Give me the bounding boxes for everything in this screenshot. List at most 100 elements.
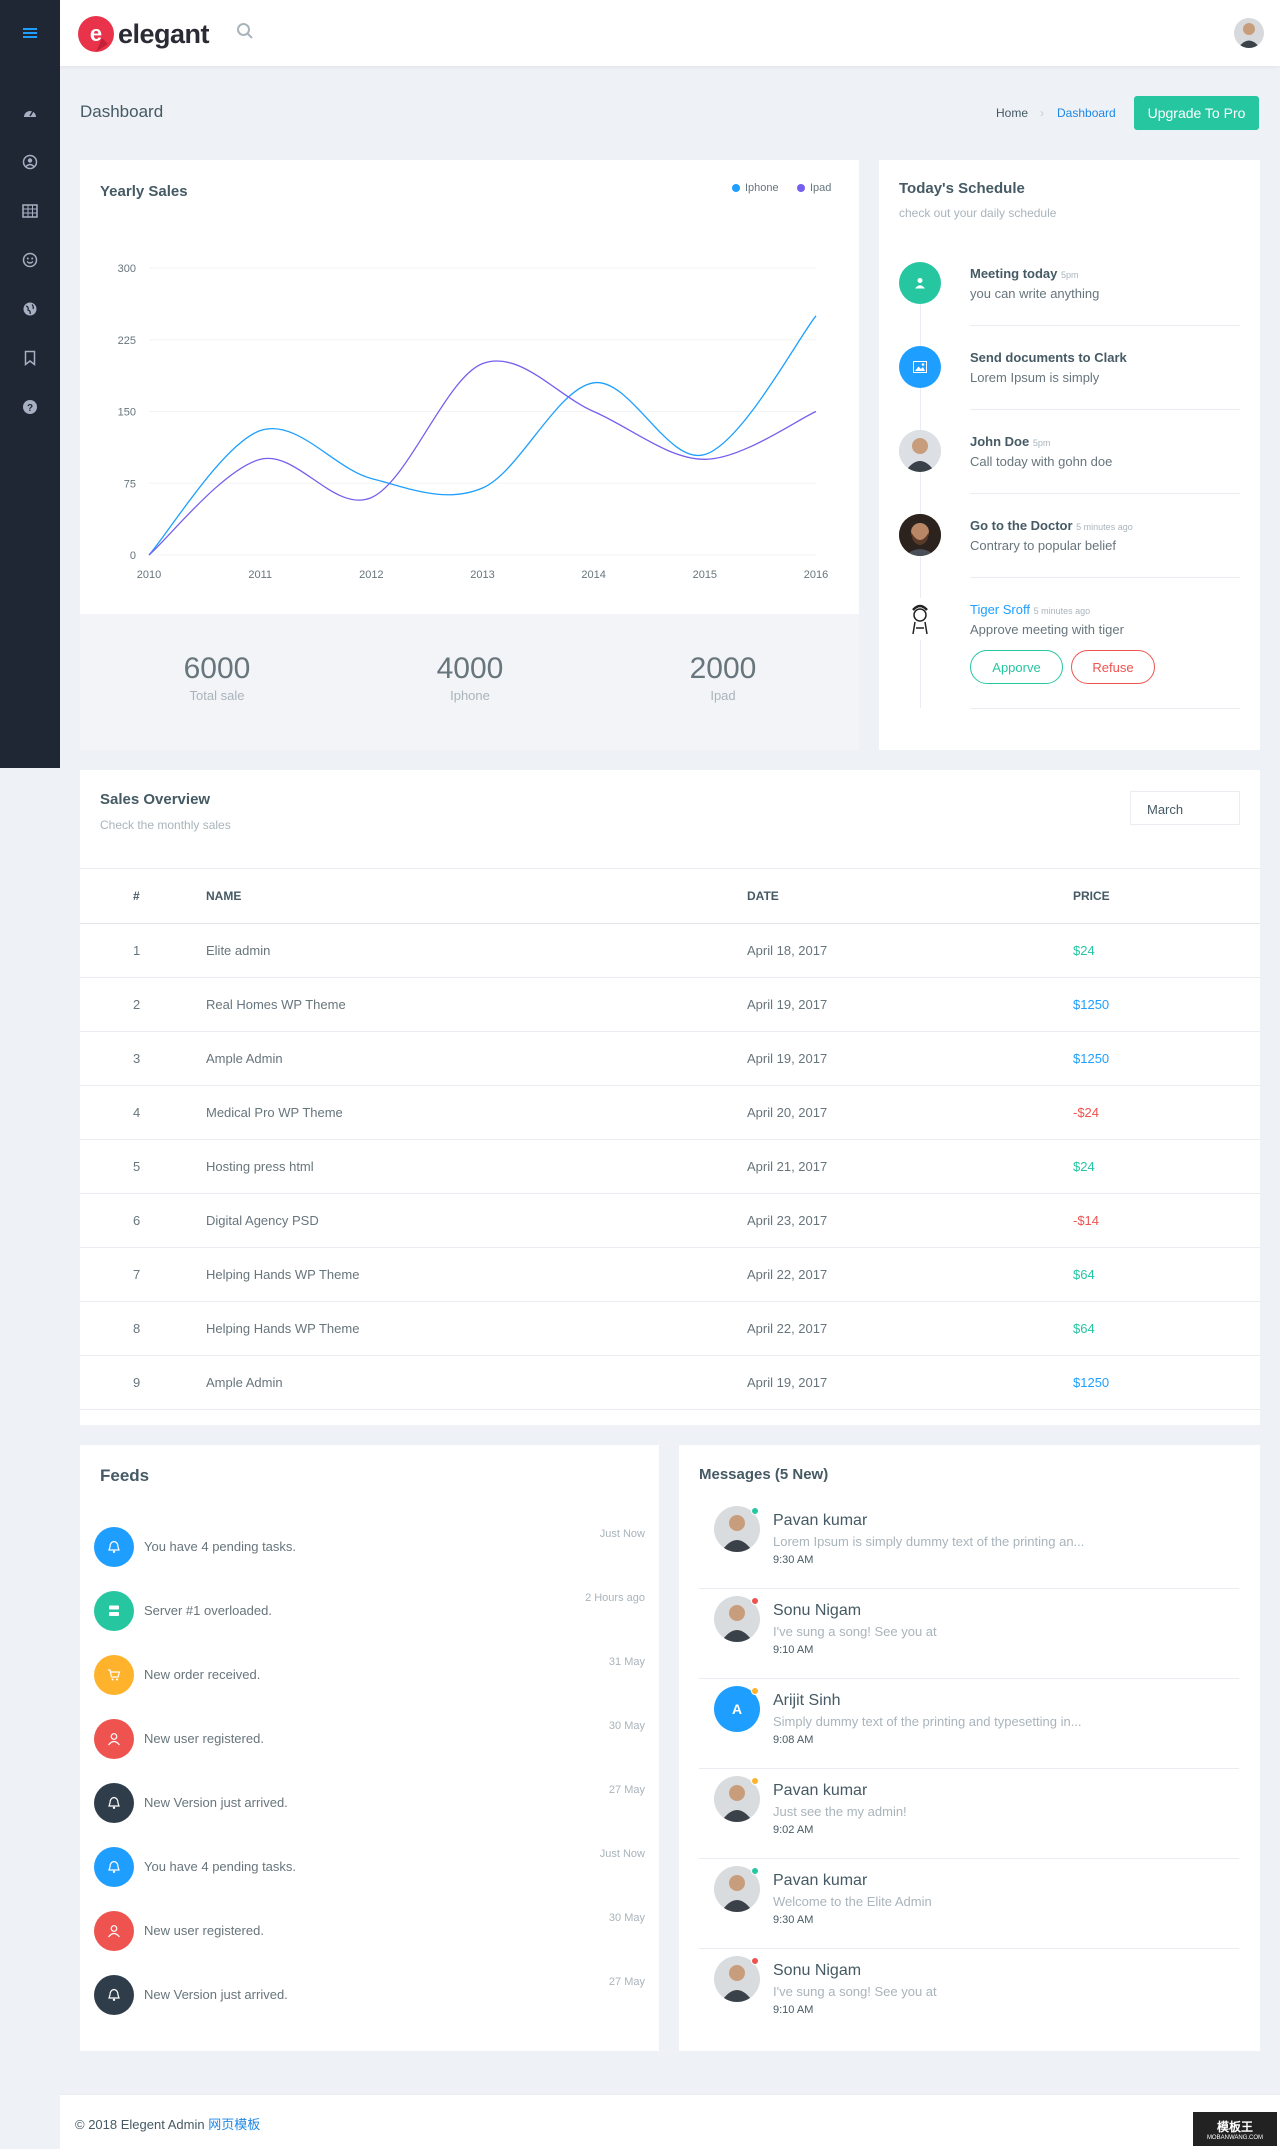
bookmark-icon <box>24 350 36 366</box>
sidebar-item-maps[interactable] <box>20 299 40 319</box>
schedule-name: John Doe <box>970 434 1030 449</box>
footer: © 2018 Elegent Admin 网页模板 <box>60 2094 1280 2149</box>
breadcrumb-separator: › <box>1040 106 1044 120</box>
row-name: Helping Hands WP Theme <box>206 1301 747 1356</box>
refuse-button[interactable]: Refuse <box>1071 650 1155 684</box>
message-item[interactable]: Pavan kumar Just see the my admin! 9:02 AM <box>699 1774 1239 1864</box>
sidebar-item-help[interactable]: ? <box>20 397 40 417</box>
brand-logo[interactable]: e elegant <box>76 14 210 54</box>
message-preview: I've sung a song! See you at <box>773 1984 937 1999</box>
sidebar-item-icons[interactable] <box>20 250 40 270</box>
column-header-price: PRICE <box>1073 868 1260 924</box>
row-date: April 19, 2017 <box>747 1031 1073 1086</box>
message-item[interactable]: Pavan kumar Welcome to the Elite Admin 9:3… <box>699 1864 1239 1954</box>
stat-ipad-value: 2000 <box>689 652 757 685</box>
stat-total-sale-label: Total sale <box>189 688 245 703</box>
user-photo-icon <box>899 514 941 556</box>
sales-stats-strip <box>80 614 859 750</box>
hamburger-icon <box>23 28 37 38</box>
status-dot <box>751 1777 759 1785</box>
divider <box>699 1678 1239 1679</box>
user-icon <box>108 1733 120 1746</box>
row-price: -$14 <box>1073 1193 1260 1248</box>
profile-avatar[interactable] <box>1234 18 1264 48</box>
messages-card <box>679 1445 1260 2051</box>
y-tick-label: 150 <box>118 407 136 419</box>
feed-badge <box>94 1719 134 1759</box>
row-date: April 22, 2017 <box>747 1301 1073 1356</box>
upgrade-button[interactable]: Upgrade To Pro <box>1134 96 1259 130</box>
row-price: $1250 <box>1073 1031 1260 1086</box>
feed-time: Just Now <box>599 1848 645 1860</box>
status-dot <box>751 1957 759 1965</box>
message-item[interactable]: Sonu Nigam I've sung a song! See you at 9:… <box>699 1954 1239 2044</box>
y-tick-label: 225 <box>118 335 136 347</box>
message-avatar <box>714 1776 760 1822</box>
row-date: April 19, 2017 <box>747 1355 1073 1410</box>
stat-ipad-label: Ipad <box>710 688 736 703</box>
sidebar-item-profile[interactable] <box>20 152 40 172</box>
row-date: April 18, 2017 <box>747 923 1073 978</box>
search-button[interactable] <box>236 22 254 43</box>
schedule-desc: Approve meeting with tiger <box>970 622 1124 637</box>
breadcrumb-home[interactable]: Home <box>996 106 1029 120</box>
server-icon <box>109 1605 119 1616</box>
row-name: Ample Admin <box>206 1355 747 1410</box>
table-row[interactable]: 3 Ample Admin April 19, 2017 $1250 <box>80 1031 1260 1086</box>
approve-button[interactable]: Apporve <box>970 650 1063 684</box>
image-icon <box>913 361 927 373</box>
feed-text: New Version just arrived. <box>144 1987 288 2002</box>
table-row[interactable]: 7 Helping Hands WP Theme April 22, 2017 $64 <box>80 1247 1260 1302</box>
row-price: $1250 <box>1073 977 1260 1032</box>
message-item[interactable]: A Arijit Sinh Simply dummy text of the pri… <box>699 1684 1239 1774</box>
table-row[interactable]: 8 Helping Hands WP Theme April 22, 2017 $64 <box>80 1301 1260 1356</box>
schedule-name: Go to the Doctor <box>970 518 1073 533</box>
message-avatar: A <box>714 1686 760 1732</box>
table-row[interactable]: 6 Digital Agency PSD April 23, 2017 -$14 <box>80 1193 1260 1248</box>
schedule-name[interactable]: Tiger Sroff <box>970 602 1030 617</box>
schedule-title: Today's Schedule <box>899 180 1025 197</box>
divider <box>970 325 1240 326</box>
bell-icon <box>108 1540 120 1553</box>
message-time: 9:30 AM <box>773 1914 814 1926</box>
table-row[interactable]: 4 Medical Pro WP Theme April 20, 2017 -$24 <box>80 1085 1260 1140</box>
message-item[interactable]: Sonu Nigam I've sung a song! See you at 9:… <box>699 1594 1239 1684</box>
divider <box>970 708 1240 709</box>
schedule-name: Send documents to Clark <box>970 350 1127 365</box>
table-row[interactable]: 1 Elite admin April 18, 2017 $24 <box>80 923 1260 978</box>
message-item[interactable]: Pavan kumar Lorem Ipsum is simply dummy t… <box>699 1504 1239 1594</box>
table-row[interactable]: 5 Hosting press html April 21, 2017 $24 <box>80 1139 1260 1194</box>
menu-toggle-button[interactable] <box>0 0 60 66</box>
feed-time: 2 Hours ago <box>585 1592 645 1604</box>
row-number: 6 <box>80 1193 206 1248</box>
chart-legend-ipad: Ipad <box>797 182 831 194</box>
breadcrumb-current: Dashboard <box>1057 106 1116 120</box>
footer-copyright: © 2018 Elegent Admin 网页模板 <box>75 2114 260 2133</box>
footer-link[interactable]: 网页模板 <box>208 2117 261 2132</box>
sales-overview-title: Sales Overview <box>100 791 211 808</box>
schedule-time: 5pm <box>1032 438 1051 448</box>
smile-icon <box>22 252 38 268</box>
x-tick-label: 2016 <box>804 569 828 581</box>
month-select[interactable]: March <box>1130 791 1240 825</box>
sidebar-item-tables[interactable] <box>20 201 40 221</box>
feed-time: 30 May <box>608 1720 645 1732</box>
sidebar-item-bookmarks[interactable] <box>20 348 40 368</box>
table-row[interactable]: 2 Real Homes WP Theme April 19, 2017 $1250 <box>80 977 1260 1032</box>
feed-badge <box>94 1847 134 1887</box>
x-tick-label: 2014 <box>581 569 605 581</box>
row-date: April 20, 2017 <box>747 1085 1073 1140</box>
stat-ipad: 2000 Ipad <box>623 652 823 703</box>
feed-time: 27 May <box>608 1784 645 1796</box>
schedule-desc: you can write anything <box>970 286 1100 301</box>
page-title: Dashboard <box>80 102 164 121</box>
series-line-ipad <box>148 360 817 556</box>
status-dot <box>751 1687 759 1695</box>
message-preview: Just see the my admin! <box>773 1804 907 1819</box>
table-row[interactable]: 9 Ample Admin April 19, 2017 $1250 <box>80 1355 1260 1410</box>
user-icon <box>22 154 38 170</box>
help-icon: ? <box>23 400 37 414</box>
sidebar-item-dashboard[interactable] <box>20 103 40 123</box>
row-number: 2 <box>80 977 206 1032</box>
x-tick-label: 2013 <box>470 569 494 581</box>
